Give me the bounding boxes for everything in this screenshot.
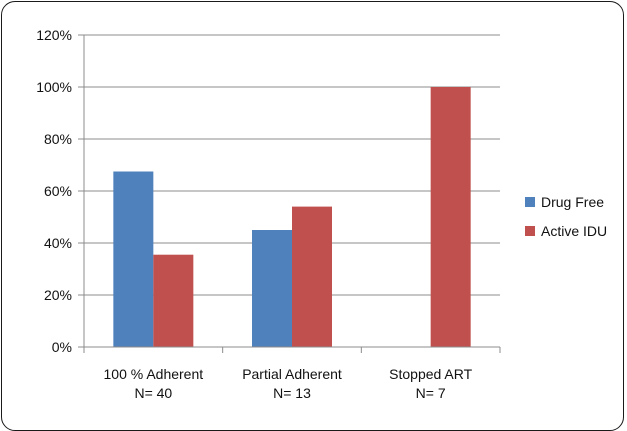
axes [83, 35, 500, 348]
legend-swatch-active-idu [525, 226, 535, 236]
y-tick-label: 100% [36, 79, 72, 95]
legend-swatch-drug-free [525, 197, 535, 207]
x-tick-label: Partial Adherent [242, 366, 342, 382]
y-tick-label: 60% [44, 183, 72, 199]
bar-active-idu-0 [153, 254, 194, 347]
legend: Drug Free Active IDU [525, 194, 607, 239]
bars-group [113, 87, 471, 347]
x-tick-label: N= 7 [416, 385, 446, 401]
x-tick-labels: 100 % Adherent N= 40 Partial Adherent N= 13… [104, 366, 473, 401]
x-tick-label: N= 13 [273, 385, 311, 401]
legend-label-active-idu: Active IDU [541, 223, 607, 239]
x-tick-label: N= 40 [134, 385, 172, 401]
y-tick-label: 40% [44, 235, 72, 251]
y-tick-label: 20% [44, 287, 72, 303]
y-tick-labels: 0% 20% 40% 60% 80% 100% 120% [36, 27, 72, 355]
legend-label-drug-free: Drug Free [541, 194, 604, 210]
bar-drug-free-1 [252, 230, 292, 347]
bar-active-idu-2 [430, 87, 471, 347]
bar-chart: 0% 20% 40% 60% 80% 100% 120% 100 % Adherent N= … [36, 27, 607, 401]
x-tick-label: 100 % Adherent [104, 366, 204, 382]
bar-drug-free-0 [113, 171, 154, 347]
y-tick-label: 0% [52, 339, 72, 355]
bar-active-idu-1 [292, 206, 332, 347]
y-tick-label: 80% [44, 131, 72, 147]
y-tick-label: 120% [36, 27, 72, 43]
x-tick-label: Stopped ART [389, 366, 472, 382]
